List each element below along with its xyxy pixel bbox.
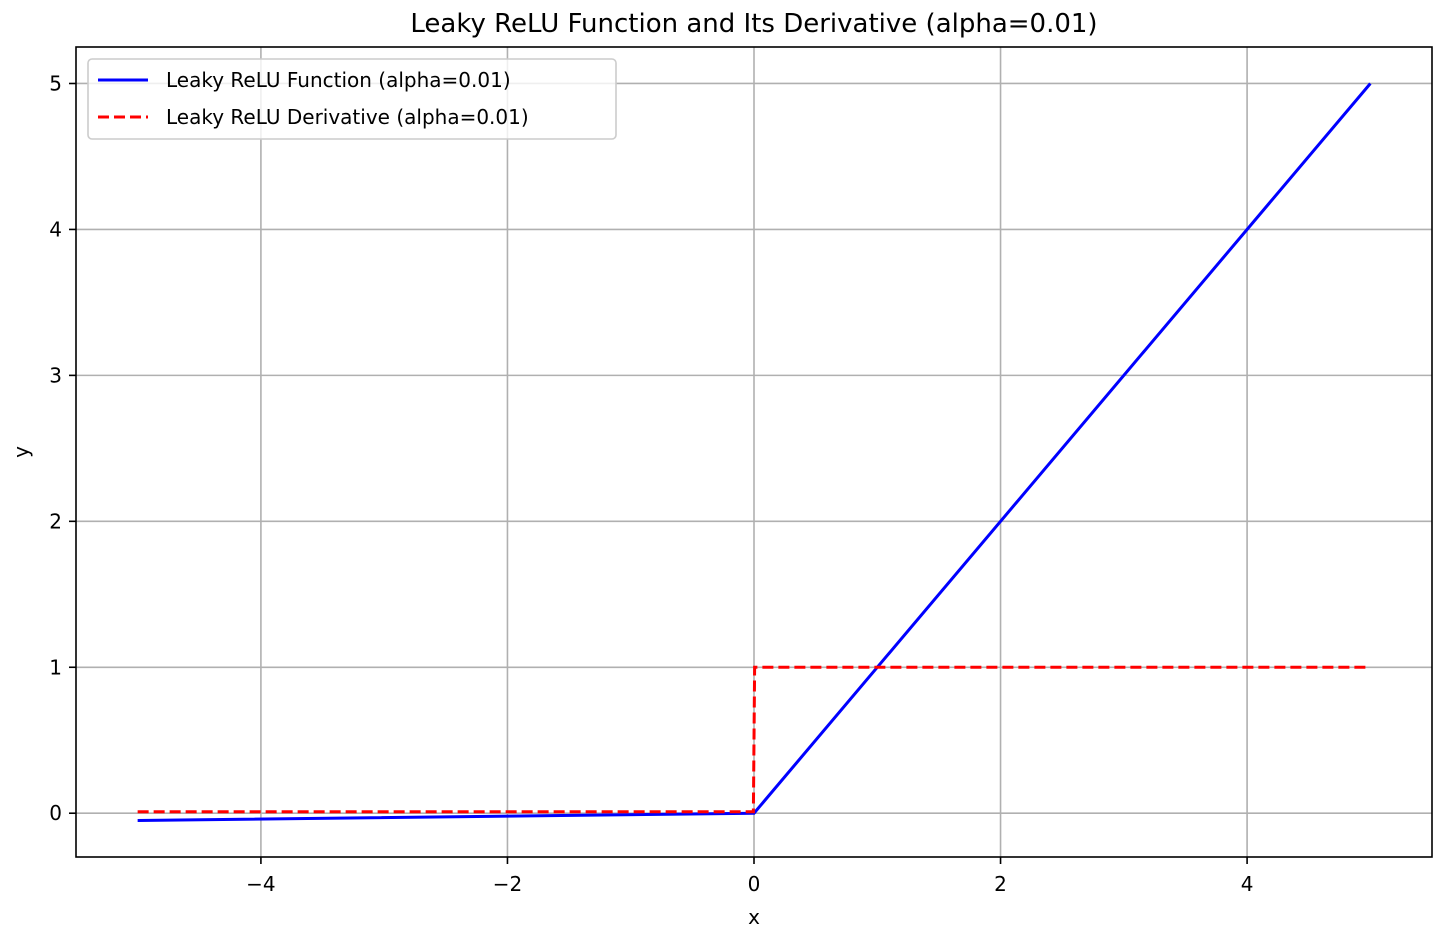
y-tick-label: 5	[49, 71, 62, 95]
legend-label-2: Leaky ReLU Derivative (alpha=0.01)	[166, 105, 529, 129]
series-layer	[137, 82, 1372, 823]
x-tick-label: 0	[748, 872, 761, 896]
y-tick-label: 2	[49, 509, 62, 533]
y-tick-label: 4	[49, 217, 62, 241]
x-axis-label: x	[748, 905, 760, 929]
legend-box	[87, 58, 617, 140]
y-tick-label: 1	[49, 655, 62, 679]
y-axis-label: y	[9, 446, 33, 458]
x-tick-label: 4	[1241, 872, 1254, 896]
x-tick-label: 2	[994, 872, 1007, 896]
chart-title: Leaky ReLU Function and Its Derivative (…	[410, 9, 1097, 39]
legend: Leaky ReLU Function (alpha=0.01) Leaky Re…	[87, 58, 617, 140]
x-tick-label: −4	[246, 872, 275, 896]
ticks: −4 −2 0 2 4 0 1 2 3 4 5	[49, 71, 1253, 896]
y-tick-label: 0	[49, 801, 62, 825]
x-tick-label: −2	[493, 872, 522, 896]
legend-label-1: Leaky ReLU Function (alpha=0.01)	[166, 68, 511, 92]
series-line-2	[137, 665, 1371, 814]
y-tick-label: 3	[49, 363, 62, 387]
